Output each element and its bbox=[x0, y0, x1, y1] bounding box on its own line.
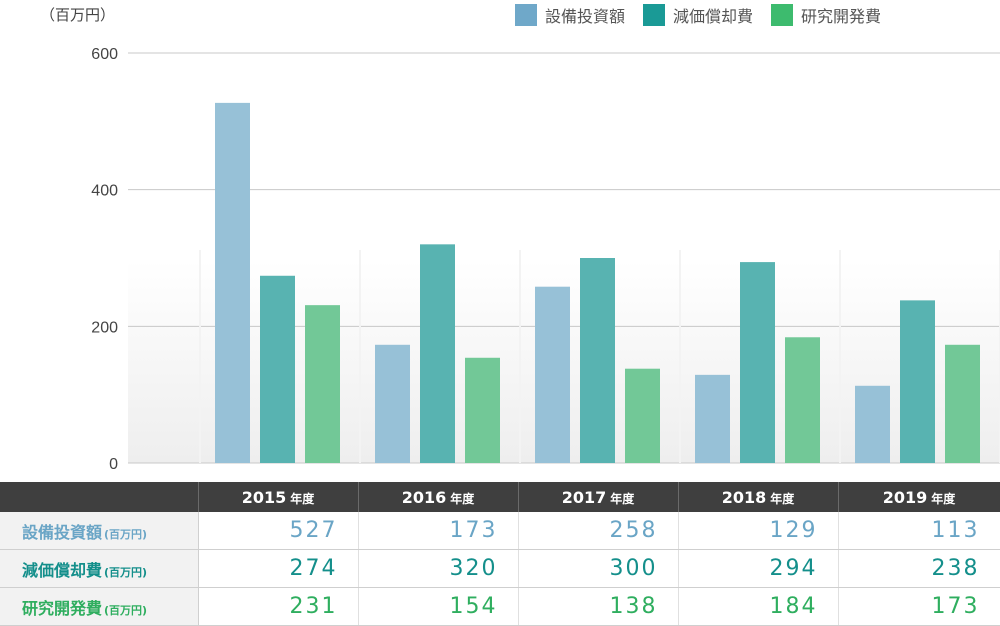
y-tick-label: 400 bbox=[91, 183, 118, 200]
chart-legend: 設備投資額 減価償却費 研究開発費 bbox=[515, 4, 899, 26]
bar bbox=[695, 374, 730, 463]
bar bbox=[420, 244, 455, 463]
legend-label-rnd: 研究開発費 bbox=[801, 7, 882, 26]
table-header-corner bbox=[0, 482, 199, 512]
bar bbox=[305, 305, 340, 463]
table-cell: 184 bbox=[678, 587, 839, 626]
data-table: 2015 年度 2016 年度 2017 年度 2018 年度 2019 年度 設備投資額… bbox=[0, 482, 1000, 626]
table-cell: 113 bbox=[838, 512, 1000, 550]
legend-item-rnd: 研究開発費 bbox=[771, 3, 881, 27]
legend-item-capex: 設備投資額 bbox=[515, 3, 625, 27]
table-header-year: 2016 年度 bbox=[358, 482, 519, 512]
row-label: 研究開発費 (百万円) bbox=[0, 587, 199, 626]
table-cell: 129 bbox=[678, 512, 839, 550]
table-cell: 173 bbox=[838, 587, 1000, 626]
table-cell: 238 bbox=[838, 549, 1000, 588]
bar bbox=[740, 262, 775, 463]
bar bbox=[375, 344, 410, 463]
table-cell: 527 bbox=[198, 512, 359, 550]
bar bbox=[580, 258, 615, 463]
legend-label-capex: 設備投資額 bbox=[545, 7, 626, 26]
bar bbox=[535, 286, 570, 463]
table-cell: 294 bbox=[678, 549, 839, 588]
table-cell: 138 bbox=[518, 587, 679, 626]
table-row-rnd: 研究開発費 (百万円) 231 154 138 184 173 bbox=[0, 587, 1000, 626]
bar bbox=[900, 300, 935, 463]
table-cell: 274 bbox=[198, 549, 359, 588]
table-header-year: 2018 年度 bbox=[678, 482, 839, 512]
bar bbox=[260, 275, 295, 463]
legend-label-depreciation: 減価償却費 bbox=[673, 7, 754, 26]
bar bbox=[465, 357, 500, 463]
y-axis-unit-label: （百万円） bbox=[40, 6, 116, 24]
row-label: 減価償却費 (百万円) bbox=[0, 549, 199, 588]
table-cell: 173 bbox=[358, 512, 519, 550]
table-row-capex: 設備投資額 (百万円) 527 173 258 129 113 bbox=[0, 512, 1000, 550]
bar bbox=[215, 102, 250, 463]
y-tick-label: 200 bbox=[91, 319, 118, 336]
table-cell: 231 bbox=[198, 587, 359, 626]
table-cell: 320 bbox=[358, 549, 519, 588]
legend-swatch-depreciation bbox=[643, 4, 666, 26]
legend-item-depreciation: 減価償却費 bbox=[643, 3, 753, 27]
legend-swatch-rnd bbox=[771, 4, 794, 26]
table-header-year: 2017 年度 bbox=[518, 482, 679, 512]
legend-swatch-capex bbox=[515, 4, 537, 26]
table-header-year: 2015 年度 bbox=[198, 482, 359, 512]
bar bbox=[855, 385, 890, 463]
bar-chart: 0 200 400 600 bbox=[91, 46, 1000, 470]
bar bbox=[785, 337, 820, 463]
y-tick-label: 0 bbox=[109, 456, 118, 470]
table-cell: 300 bbox=[518, 549, 679, 588]
row-label: 設備投資額 (百万円) bbox=[0, 512, 199, 550]
table-row-depreciation: 減価償却費 (百万円) 274 320 300 294 238 bbox=[0, 549, 1000, 588]
bar bbox=[945, 344, 980, 463]
y-tick-label: 600 bbox=[91, 46, 118, 63]
table-header-row: 2015 年度 2016 年度 2017 年度 2018 年度 2019 年度 bbox=[0, 482, 1000, 512]
bar bbox=[625, 368, 660, 463]
table-cell: 154 bbox=[358, 587, 519, 626]
table-header-year: 2019 年度 bbox=[838, 482, 1000, 512]
table-cell: 258 bbox=[518, 512, 679, 550]
